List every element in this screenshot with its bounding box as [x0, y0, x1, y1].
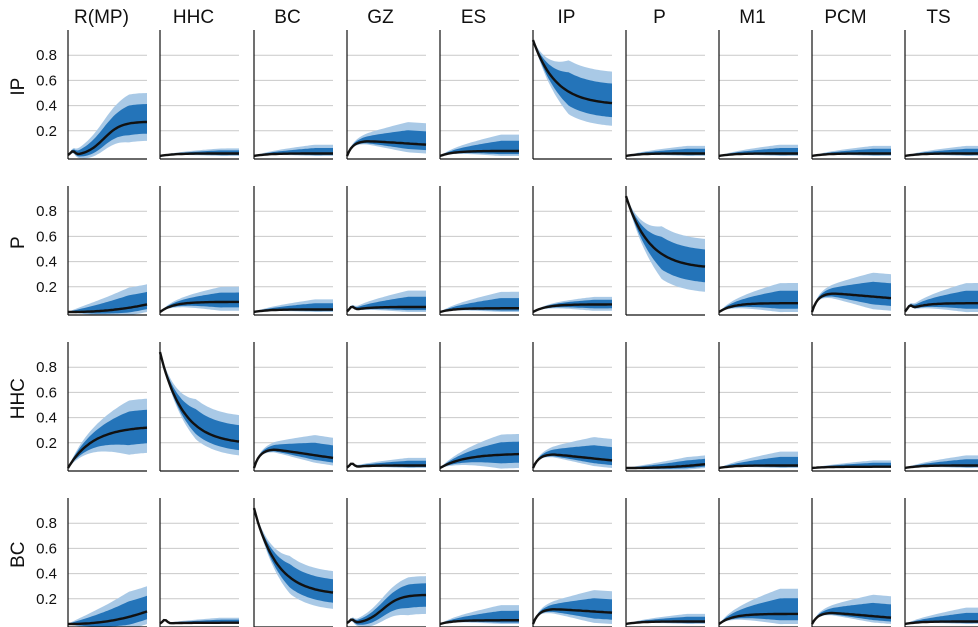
- panel-r1-c10-median-line: [904, 152, 978, 158]
- panel-r2-c8-median-line: [718, 302, 798, 314]
- y-tick-label: 0.8: [36, 359, 57, 376]
- y-tick-label: 0.8: [36, 203, 57, 220]
- row-label: BC: [8, 541, 29, 567]
- panel-r3-c5-median-line: [439, 452, 520, 470]
- column-title: ES: [461, 7, 486, 28]
- y-tick-label: 0.8: [36, 47, 57, 64]
- y-tick-label: 0.2: [36, 279, 57, 296]
- y-tick-label: 0.6: [36, 72, 57, 89]
- label-layer: 0.8 0.6 0.4 0.2 IP 0.8 0.6 0.4 0.2 P 0.8 0.6 0.4 0.2 H…: [8, 7, 951, 608]
- panel-r1-c7-median-line: [625, 152, 705, 158]
- panel-r3-c4-median-line: [346, 462, 426, 469]
- panel-r4-c1-median-line: [68, 610, 148, 626]
- panel-r2-c2-median-line: [159, 300, 239, 313]
- y-tick-label: 0.4: [36, 566, 57, 583]
- panel-r3-c5-inner-band: [440, 441, 519, 468]
- panel-r1-c3-median-line: [253, 152, 333, 158]
- row-label: IP: [8, 78, 29, 96]
- column-title: TS: [926, 7, 950, 28]
- panel-r3-c7-median-line: [626, 463, 706, 470]
- row-label: HHC: [8, 378, 29, 419]
- y-tick-label: 0.2: [36, 591, 57, 608]
- panel-r3-c10-median-line: [904, 464, 978, 470]
- panel-r4-c6-median-line: [531, 608, 613, 625]
- panel-r2-c9-median-line: [810, 292, 892, 313]
- panel-r4-c4-median-line: [346, 593, 427, 625]
- median-layer: [66, 39, 978, 626]
- panel-r4-c9-median-line: [810, 611, 892, 625]
- panel-r2-c7-median-line: [624, 195, 706, 268]
- panel-r2-c1-median-line: [68, 303, 148, 314]
- panel-r1-c6-median-line: [531, 39, 613, 105]
- panel-r3-c8-median-line: [718, 464, 798, 470]
- panel-r4-c3-inner-band: [254, 508, 333, 603]
- panel-r1-c5-median-line: [439, 149, 519, 158]
- y-tick-label: 0.6: [36, 384, 57, 401]
- grid-layer: [68, 54, 978, 600]
- y-tick-label: 0.2: [36, 123, 57, 140]
- y-tick-label: 0.6: [36, 540, 57, 557]
- panel-r2-c5-median-line: [439, 307, 519, 314]
- panel-r2-c10-median-line: [904, 302, 978, 313]
- column-title: BC: [274, 7, 300, 28]
- column-title: IP: [558, 7, 576, 28]
- panel-r1-c1-inner-band: [68, 104, 147, 157]
- panel-r4-c3-median-line: [252, 507, 334, 594]
- panel-r3-c3-median-line: [252, 448, 334, 469]
- axis-layer: [67, 30, 978, 627]
- y-tick-label: 0.2: [36, 435, 57, 452]
- column-title: GZ: [367, 7, 394, 28]
- column-title: P: [653, 7, 666, 28]
- panel-r4-c1-inner-band: [68, 595, 147, 627]
- panel-r4-c10-median-line: [904, 620, 978, 626]
- panel-r3-c2-inner-band: [160, 352, 239, 451]
- column-title: PCM: [824, 7, 866, 28]
- panel-r1-c9-median-line: [811, 152, 891, 158]
- panel-r3-c1-median-line: [66, 426, 148, 469]
- panel-r1-c4-median-line: [345, 140, 427, 157]
- row-label: P: [8, 236, 29, 249]
- panel-r3-c6-median-line: [531, 453, 613, 469]
- panel-r4-c8-median-line: [718, 612, 798, 625]
- panel-r2-c3-median-line: [253, 308, 333, 314]
- panel-r4-c4-inner-band: [347, 583, 426, 625]
- column-title: R(MP): [74, 7, 129, 28]
- panel-r3-c2-median-line: [158, 351, 240, 443]
- panel-r4-c7-median-line: [625, 620, 705, 626]
- y-tick-label: 0.4: [36, 254, 57, 271]
- panel-r4-c2-median-line: [159, 618, 239, 625]
- column-title: M1: [739, 7, 765, 28]
- panel-r1-c2-median-line: [159, 152, 239, 158]
- y-tick-label: 0.6: [36, 228, 57, 245]
- panel-r1-c1-median-line: [67, 120, 147, 156]
- panel-r3-c1-inner-band: [68, 409, 147, 468]
- panel-r3-c9-median-line: [811, 465, 891, 470]
- column-title: HHC: [173, 7, 214, 28]
- panel-r2-c7-inner-band: [626, 196, 705, 283]
- band-layer: [68, 40, 978, 627]
- panel-r1-c6-inner-band: [533, 40, 612, 118]
- panel-r2-c4-median-line: [346, 305, 426, 313]
- panel-r4-c8-inner-band: [719, 598, 798, 624]
- panel-r2-c8-inner-band: [719, 290, 798, 312]
- panel-r4-c5-median-line: [439, 619, 519, 626]
- y-tick-label: 0.4: [36, 410, 57, 427]
- panel-r1-c8-median-line: [718, 152, 798, 158]
- panel-r2-c6-median-line: [532, 303, 612, 314]
- y-tick-label: 0.8: [36, 515, 57, 532]
- y-tick-label: 0.4: [36, 98, 57, 115]
- panel-r2-c9-inner-band: [812, 281, 891, 312]
